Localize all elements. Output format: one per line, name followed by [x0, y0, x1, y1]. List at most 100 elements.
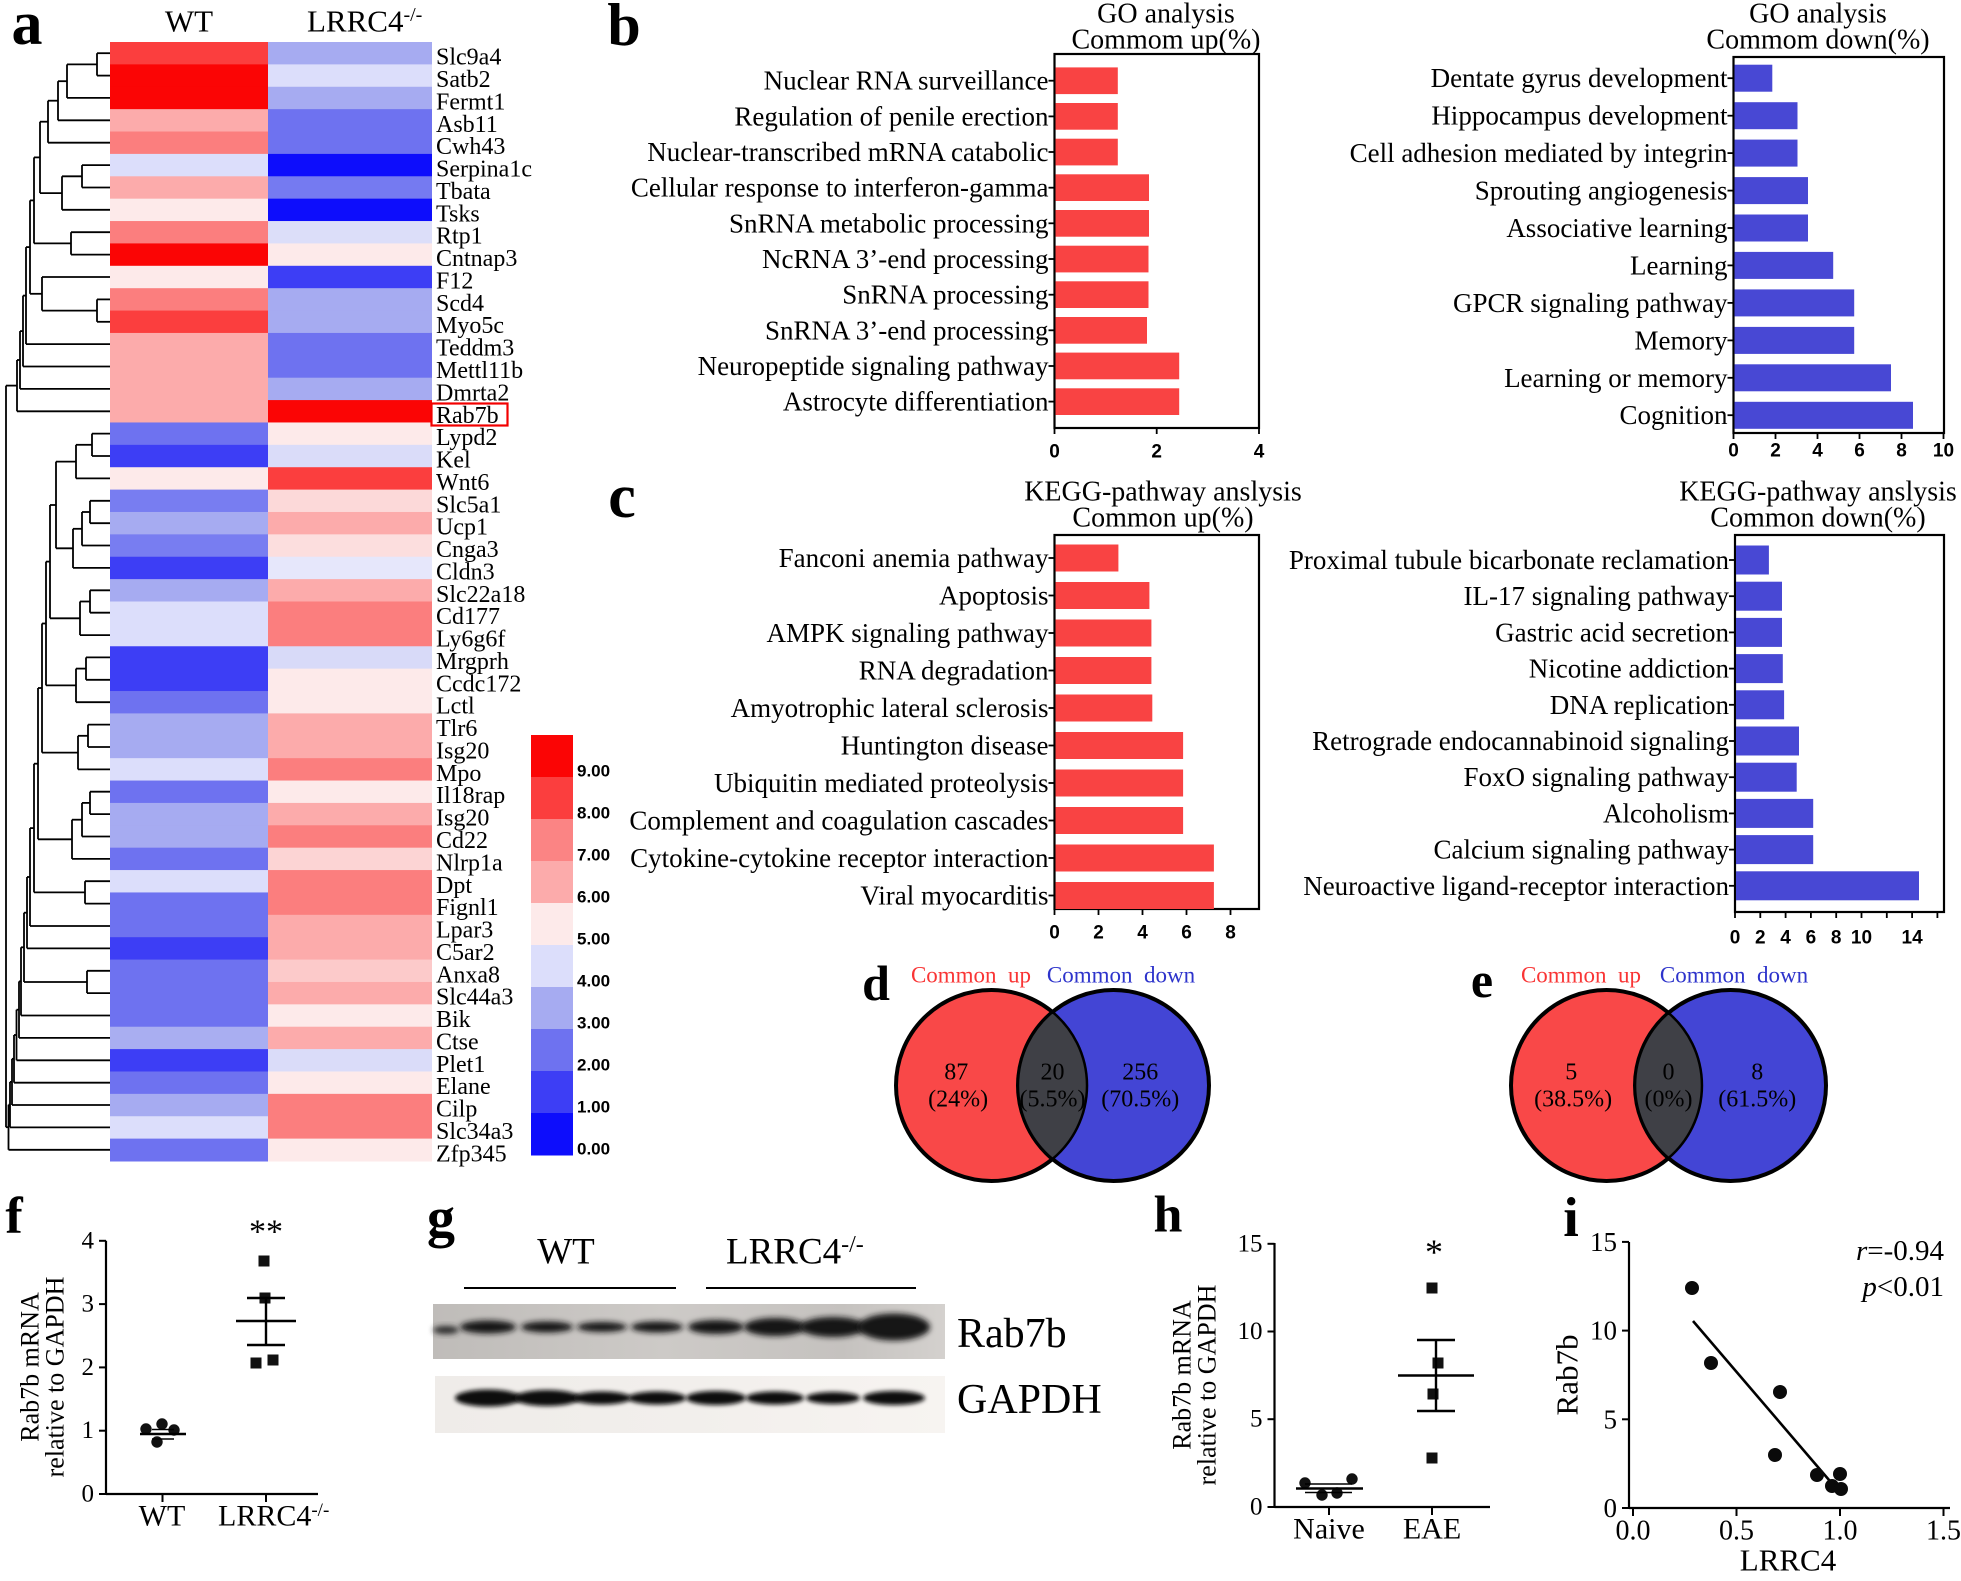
svg-text:Slc22a18: Slc22a18: [436, 582, 525, 608]
svg-text:Isg20: Isg20: [436, 806, 489, 832]
svg-text:8: 8: [1831, 928, 1842, 949]
svg-text:Learning: Learning: [1630, 250, 1727, 280]
svg-text:256: 256: [1122, 1060, 1158, 1086]
svg-text:Slc5a1: Slc5a1: [436, 492, 501, 518]
svg-text:10: 10: [1933, 441, 1954, 462]
svg-text:0: 0: [1049, 442, 1060, 463]
svg-text:0: 0: [1663, 1060, 1675, 1086]
svg-text:Cognition: Cognition: [1619, 400, 1728, 430]
svg-text:Bik: Bik: [436, 1007, 471, 1033]
svg-text:6: 6: [1806, 928, 1817, 949]
svg-text:Amyotrophic lateral sclerosis: Amyotrophic lateral sclerosis: [731, 693, 1049, 723]
svg-text:2: 2: [82, 1354, 95, 1381]
svg-text:7.00: 7.00: [577, 846, 610, 865]
svg-text:GO analysis: GO analysis: [1097, 0, 1235, 30]
svg-text:9.00: 9.00: [577, 762, 610, 781]
svg-text:10: 10: [1590, 1316, 1617, 1346]
svg-text:GAPDH: GAPDH: [957, 1377, 1102, 1423]
svg-text:C5ar2: C5ar2: [436, 940, 495, 966]
svg-text:Cellular response to interfero: Cellular response to interferon-gamma: [631, 173, 1049, 203]
svg-text:15: 15: [1238, 1230, 1263, 1257]
svg-text:*: *: [1425, 1232, 1443, 1272]
svg-text:Slc44a3: Slc44a3: [436, 985, 513, 1011]
svg-text:Rab7b: Rab7b: [957, 1311, 1067, 1357]
svg-text:3: 3: [82, 1291, 95, 1318]
svg-text:20: 20: [1041, 1060, 1065, 1086]
svg-text:1: 1: [82, 1417, 95, 1444]
svg-text:Ubiquitin mediated proteolysis: Ubiquitin mediated proteolysis: [714, 768, 1048, 798]
svg-text:Ccdc172: Ccdc172: [436, 671, 521, 697]
svg-text:0.0: 0.0: [1616, 1516, 1651, 1547]
svg-text:Proximal tubule bicarbonate re: Proximal tubule bicarbonate reclamation: [1289, 545, 1730, 575]
svg-text:EAE: EAE: [1403, 1513, 1461, 1546]
svg-text:WT: WT: [165, 4, 213, 39]
svg-text:10: 10: [1851, 928, 1872, 949]
svg-text:WT: WT: [139, 1500, 186, 1533]
svg-text:Cd177: Cd177: [436, 604, 500, 630]
svg-text:5: 5: [1250, 1406, 1263, 1433]
svg-text:0: 0: [82, 1481, 95, 1508]
svg-text:Associative learning: Associative learning: [1506, 213, 1727, 243]
svg-text:5.00: 5.00: [577, 930, 610, 949]
svg-text:Rab7b mRNA: Rab7b mRNA: [1168, 1300, 1197, 1450]
svg-text:Wnt6: Wnt6: [436, 470, 489, 496]
svg-text:(24%): (24%): [928, 1087, 988, 1113]
svg-text:d: d: [862, 955, 890, 1011]
svg-text:LRRC4: LRRC4: [1740, 1543, 1837, 1578]
svg-text:Sprouting angiogenesis: Sprouting angiogenesis: [1475, 176, 1728, 206]
svg-text:2: 2: [1151, 442, 1162, 463]
svg-text:DNA replication: DNA replication: [1550, 690, 1730, 720]
svg-text:8.00: 8.00: [577, 804, 610, 823]
svg-text:8: 8: [1225, 923, 1236, 944]
svg-text:g: g: [427, 1187, 455, 1249]
svg-text:Mpo: Mpo: [436, 761, 481, 787]
svg-text:4.00: 4.00: [577, 972, 610, 991]
svg-text:a: a: [12, 0, 43, 58]
svg-text:c: c: [608, 463, 636, 531]
svg-text:Learning or memory: Learning or memory: [1504, 363, 1728, 393]
svg-text:AMPK signaling pathway: AMPK signaling pathway: [767, 618, 1049, 648]
svg-text:15: 15: [1590, 1227, 1617, 1257]
svg-text:(0%): (0%): [1645, 1087, 1693, 1113]
svg-text:Commom down(%): Commom down(%): [1706, 25, 1929, 56]
svg-text:relative to GAPDH: relative to GAPDH: [41, 1276, 70, 1477]
svg-text:Huntington disease: Huntington disease: [841, 731, 1049, 761]
svg-text:Cntnap3: Cntnap3: [436, 246, 517, 272]
svg-text:r=-0.94: r=-0.94: [1856, 1235, 1945, 1267]
svg-text:Lpar3: Lpar3: [436, 918, 493, 944]
svg-text:Fanconi anemia pathway: Fanconi anemia pathway: [779, 543, 1049, 573]
svg-text:(70.5%): (70.5%): [1101, 1087, 1179, 1113]
svg-text:f: f: [5, 1188, 23, 1245]
svg-text:Neuroactive ligand-receptor in: Neuroactive ligand-receptor interaction: [1303, 871, 1729, 901]
svg-text:Common down(%): Common down(%): [1710, 503, 1925, 534]
svg-text:i: i: [1563, 1187, 1579, 1249]
svg-text:WT: WT: [537, 1232, 595, 1273]
svg-text:2.00: 2.00: [577, 1056, 610, 1075]
svg-text:Commom up(%): Commom up(%): [1072, 25, 1261, 56]
svg-text:Teddm3: Teddm3: [436, 336, 514, 362]
svg-text:LRRC4-/-: LRRC4-/-: [218, 1500, 329, 1533]
svg-text:4: 4: [1254, 442, 1265, 463]
svg-text:p<0.01: p<0.01: [1860, 1271, 1944, 1303]
svg-text:e: e: [1471, 952, 1493, 1008]
svg-text:Rab7b mRNA: Rab7b mRNA: [16, 1292, 45, 1442]
svg-text:Nicotine addiction: Nicotine addiction: [1529, 654, 1730, 684]
svg-text:Slc9a4: Slc9a4: [436, 45, 501, 71]
svg-text:3.00: 3.00: [577, 1014, 610, 1033]
svg-text:IL-17 signaling pathway: IL-17 signaling pathway: [1464, 581, 1730, 611]
svg-text:4: 4: [82, 1227, 95, 1254]
svg-text:Gastric acid secretion: Gastric acid secretion: [1495, 617, 1729, 647]
svg-text:Rtp1: Rtp1: [436, 224, 483, 250]
svg-text:NcRNA 3’-end processing: NcRNA 3’-end processing: [762, 244, 1048, 274]
svg-text:Serpina1c: Serpina1c: [436, 157, 532, 183]
svg-text:0: 0: [1728, 441, 1739, 462]
svg-text:Tbata: Tbata: [436, 179, 491, 205]
svg-text:Isg20: Isg20: [436, 739, 489, 765]
svg-text:Zfp345: Zfp345: [436, 1141, 507, 1167]
svg-text:KEGG-pathway anslysis: KEGG-pathway anslysis: [1024, 477, 1302, 508]
svg-text:relative to GAPDH: relative to GAPDH: [1193, 1284, 1222, 1485]
svg-text:Cd22: Cd22: [436, 828, 488, 854]
svg-text:SnRNA 3’-end processing: SnRNA 3’-end processing: [765, 315, 1048, 345]
svg-text:Satb2: Satb2: [436, 67, 491, 93]
svg-text:Common up: Common up: [1521, 963, 1641, 988]
